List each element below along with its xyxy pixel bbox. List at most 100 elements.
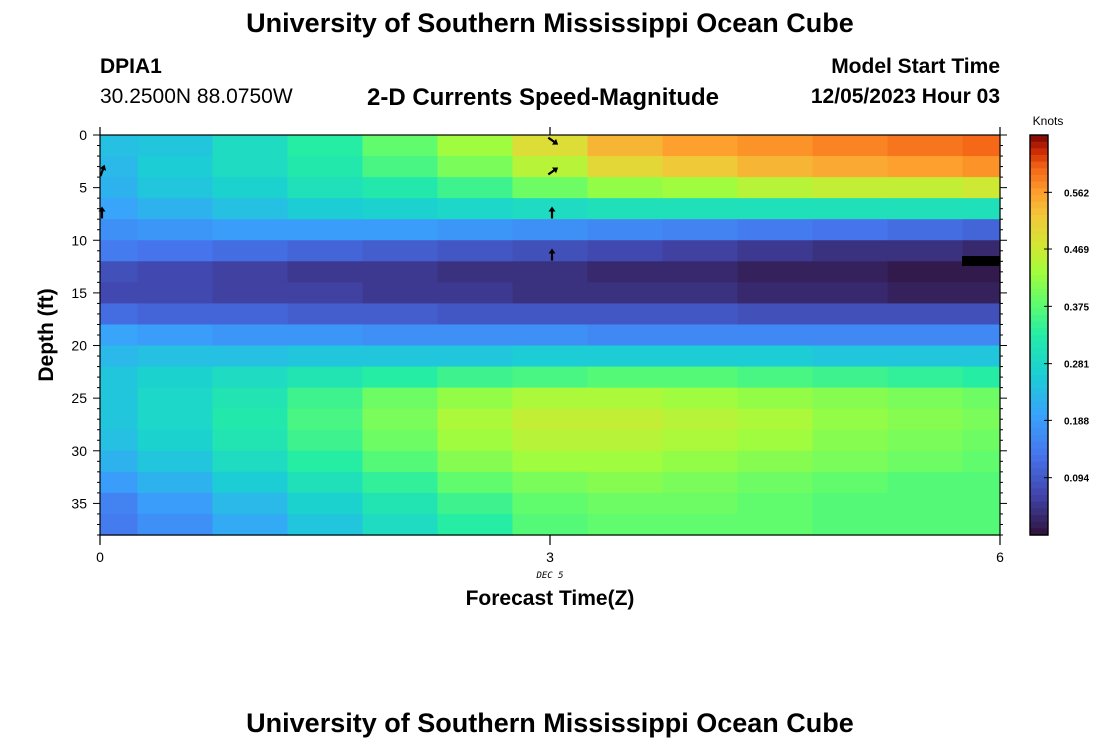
heatmap-cell [100,240,139,262]
product-title: 2-D Currents Speed-Magnitude [367,84,720,111]
heatmap-cell [737,198,814,220]
heatmap-cell [812,513,889,536]
y-axis-label: Depth (ft) [35,288,58,381]
heatmap-cell [887,492,964,515]
heatmap-cell [812,219,889,241]
heatmap-cell [587,282,664,305]
heatmap-cell [437,240,514,262]
heatmap-cell [962,261,1001,283]
heatmap-cell [887,177,964,199]
heatmap-cell [737,345,814,368]
heatmap-cell [737,324,814,347]
heatmap-cell [737,156,814,178]
y-tick-label: 30 [71,443,87,459]
heatmap-cell [812,282,889,305]
heatmap-cell [362,261,439,283]
heatmap-cell [100,366,139,389]
heatmap-cell [100,219,139,241]
heatmap-cell [287,282,364,305]
heatmap-cell [362,219,439,241]
heatmap-cell [137,282,214,305]
heatmap-cell [437,387,514,410]
heatmap-cell [962,282,1001,305]
heatmap-cell [962,219,1001,241]
heatmap-cell [437,324,514,347]
x-tick-label: 3 [546,549,554,565]
heatmap-cell [887,471,964,494]
heatmap-cell [212,261,289,283]
heatmap-cell [737,282,814,305]
heatmap-cell [812,261,889,283]
heatmap-cell [887,135,964,157]
heatmap-cell [437,429,514,452]
heatmap-cell [437,450,514,473]
heatmap-cell [737,513,814,536]
heatmap-cell [437,219,514,241]
heatmap-cell [362,408,439,431]
heatmap-cell [962,429,1001,452]
heatmap-cell [437,156,514,178]
heatmap-cell [587,261,664,283]
heatmap-cell [587,303,664,326]
heatmap-cell [287,492,364,515]
heatmap-cell [662,198,739,220]
heatmap-cell [662,429,739,452]
heatmap-cell [287,513,364,536]
heatmap-cell [100,387,139,410]
heatmap-cell [287,450,364,473]
heatmap-cell [887,450,964,473]
heatmap-cell [512,345,589,368]
heatmap-cell [362,429,439,452]
heatmap-cell [362,198,439,220]
heatmap-cell [662,303,739,326]
heatmap-cell [887,303,964,326]
heatmap-cell [137,303,214,326]
heatmap-cell [587,198,664,220]
heatmap-cell [512,261,589,283]
heatmap-cell [662,240,739,262]
heatmap-cell [287,471,364,494]
model-start-label: Model Start Time [831,55,1000,78]
heatmap-cell [100,156,139,178]
heatmap-cell [887,366,964,389]
heatmap-cell [587,492,664,515]
heatmap-cell [962,135,1001,157]
heatmap-cell [662,219,739,241]
heatmap-cell [662,408,739,431]
heatmap-cell [362,324,439,347]
heatmap-cell [287,387,364,410]
station-id: DPIA1 [100,55,162,78]
heatmap-cell [887,408,964,431]
heatmap-cell [512,177,589,199]
heatmap-cell [587,324,664,347]
heatmap-cell [587,429,664,452]
heatmap-cell [587,471,664,494]
current-vector-arrow [99,164,107,177]
heatmap-cell [137,450,214,473]
heatmap-cell [737,366,814,389]
heatmap-cell [362,387,439,410]
heatmap-cell [887,282,964,305]
x-tick-label: 6 [996,549,1004,565]
heatmap-cell [100,471,139,494]
heatmap-cell [662,282,739,305]
heatmap-cell [887,261,964,283]
missing-data-marker [962,256,1000,266]
heatmap-cell [100,408,139,431]
heatmap-cell [362,240,439,262]
axes: 0 5 10 15 20 25 30 35 0 3 6 [71,127,1007,565]
heatmap-cell [362,303,439,326]
heatmap-cell [662,450,739,473]
heatmap-cell [137,366,214,389]
heatmap-cell [362,135,439,157]
heatmap-cell [137,198,214,220]
heatmap-cell [812,345,889,368]
heatmap-cell [887,324,964,347]
heatmap-cell [587,240,664,262]
heatmap-cell [287,156,364,178]
heatmap-cell [662,324,739,347]
heatmap-cell [137,408,214,431]
heatmap-cell [212,135,289,157]
heatmap-cell [737,261,814,283]
heatmap-cell [100,282,139,305]
